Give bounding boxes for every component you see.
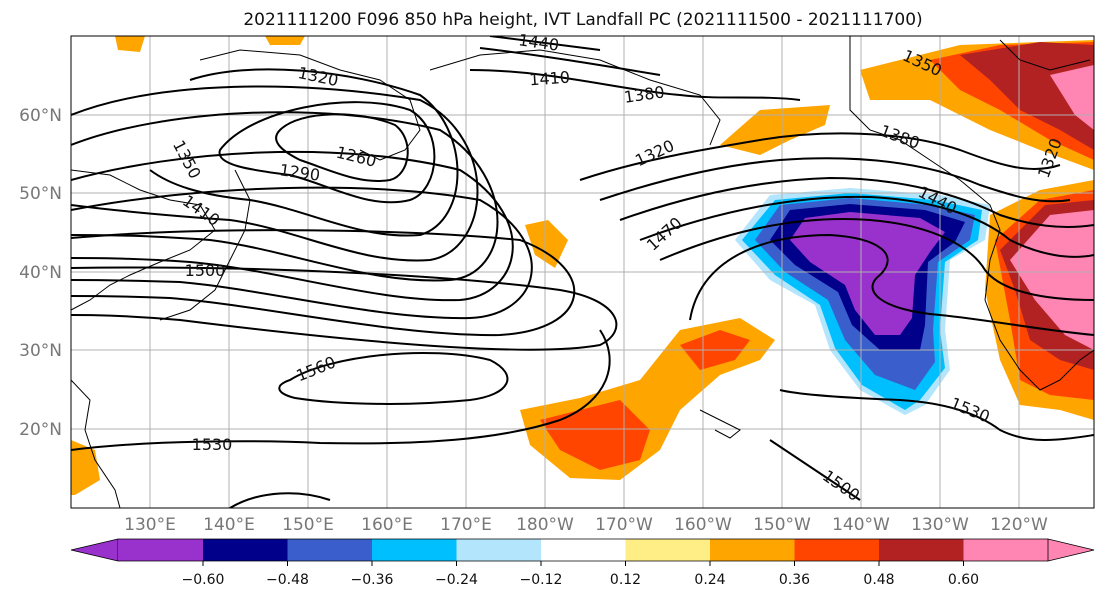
contour-label: 1530 — [192, 435, 233, 454]
contour-east-1500 — [689, 233, 1094, 336]
ivt-region-west-us-pink — [1010, 210, 1094, 350]
colorbar-tick-label: 0.60 — [948, 572, 979, 588]
lon-label: 130°E — [124, 515, 176, 535]
colorbar-segment — [625, 539, 710, 561]
colorbar-segment — [372, 539, 457, 561]
contour-1500 — [71, 266, 618, 351]
contour-label: 1500 — [185, 261, 226, 280]
contour-1560 — [278, 351, 509, 405]
contour-east-1440 — [639, 195, 1094, 258]
lon-label: 150°E — [282, 515, 334, 535]
lon-label: 140°E — [203, 515, 255, 535]
lon-label: 160°E — [361, 515, 413, 535]
colorbar-tick-label: −0.12 — [520, 572, 563, 588]
lon-label: 170°E — [440, 515, 492, 535]
contour-label: 1410 — [529, 68, 571, 90]
contour-east-1380 — [619, 176, 1094, 228]
ivt-region-nw-canada-darkred — [960, 42, 1094, 150]
map-panel: 1440 1410 1320 1380 1350 1260 1290 1410 … — [19, 30, 1095, 535]
ivt-region-central-pacific — [525, 220, 568, 268]
ivt-region-northwest-corner — [115, 36, 145, 52]
contour-east-1350 — [599, 157, 1071, 203]
colorbar-segment — [794, 539, 879, 561]
latitude-labels: 60°N 50°N 40°N 30°N 20°N — [19, 106, 62, 440]
contour-1350 — [71, 85, 479, 262]
ivt-neg-060 — [790, 212, 945, 335]
contour-1530-left — [71, 329, 611, 451]
contour-1290 — [218, 101, 436, 204]
lon-label: 130°W — [911, 515, 969, 535]
colorbar: −0.60 −0.48 −0.36 −0.24 −0.12 0.12 0.24 … — [70, 538, 1095, 588]
colorbar-tick-label: −0.24 — [435, 572, 478, 588]
lat-label: 40°N — [19, 263, 62, 283]
lon-label: 120°W — [990, 515, 1048, 535]
contour-1470 — [71, 229, 576, 337]
colorbar-tick-label: 0.48 — [863, 572, 894, 588]
lon-label: 140°W — [832, 515, 890, 535]
lat-label: 30°N — [19, 341, 62, 361]
colorbar-segment — [879, 539, 964, 561]
lon-label: 150°W — [753, 515, 811, 535]
contour-1440 — [71, 186, 533, 320]
map-gridlines — [71, 36, 1094, 508]
contour-1500-south — [229, 439, 861, 508]
contour-north-1380 — [469, 69, 801, 101]
contour-1410 — [71, 150, 514, 302]
colorbar-tick-label: −0.36 — [351, 572, 394, 588]
ivt-region-north-strip — [265, 36, 305, 45]
contour-east-1470 — [659, 218, 1094, 301]
ivt-negative-shading — [735, 188, 990, 415]
lat-label: 20°N — [19, 420, 62, 440]
lon-label: 160°W — [674, 515, 732, 535]
contour-north-1440 — [489, 36, 601, 51]
contour-north-1410 — [479, 47, 661, 76]
colorbar-tick-label: −0.60 — [182, 572, 225, 588]
colorbar-segment — [203, 539, 288, 561]
colorbar-segment — [710, 539, 795, 561]
figure-title: 2021111200 F096 850 hPa height, IVT Land… — [243, 10, 922, 30]
lat-label: 60°N — [19, 106, 62, 126]
colorbar-segment — [541, 539, 626, 561]
lon-label: 180°W — [516, 515, 574, 535]
ivt-positive-shading — [71, 36, 1094, 495]
lon-label: 170°W — [595, 515, 653, 535]
colorbar-tick-label: 0.36 — [779, 572, 810, 588]
longitude-labels: 130°E 140°E 150°E 160°E 170°E 180°W 170°… — [124, 515, 1048, 535]
contour-east-1320 — [579, 132, 1061, 181]
colorbar-segment — [963, 539, 1048, 561]
colorbar-segment — [118, 539, 203, 561]
ivt-region-nw-canada-pink — [1050, 65, 1094, 130]
contour-1320 — [149, 68, 459, 237]
contour-1380 — [71, 111, 499, 282]
colorbar-max-extension — [1047, 538, 1095, 562]
colorbar-tick-label: 0.24 — [694, 572, 725, 588]
colorbar-tick-label: −0.48 — [266, 572, 309, 588]
colorbar-segment — [287, 539, 372, 561]
colorbar-ticks — [202, 561, 964, 566]
colorbar-min-extension — [70, 538, 119, 562]
lat-label: 50°N — [19, 184, 62, 204]
height-contours — [71, 36, 1094, 508]
map-frame — [70, 35, 1095, 509]
colorbar-tick-label: 0.12 — [610, 572, 641, 588]
contour-1530-right — [779, 389, 1094, 441]
colorbar-segment — [456, 539, 541, 561]
